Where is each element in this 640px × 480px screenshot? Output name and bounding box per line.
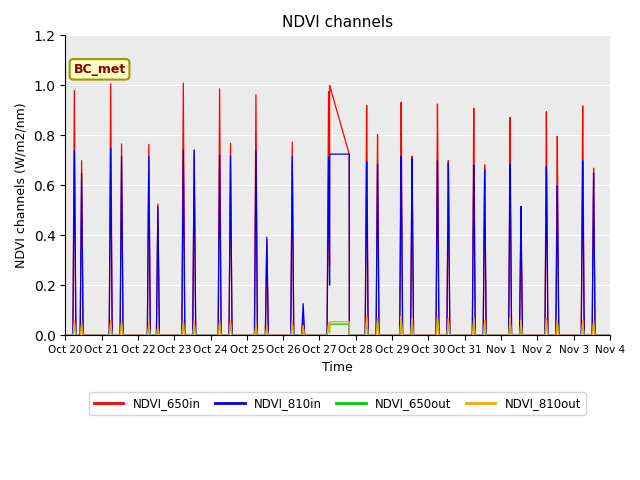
NDVI_650out [61, 333, 69, 338]
NDVI_650out [413, 333, 420, 338]
NDVI_810out [172, 333, 180, 338]
NDVI_810in [490, 333, 498, 338]
NDVI_810out [178, 333, 186, 338]
Title: NDVI channels: NDVI channels [282, 15, 393, 30]
NDVI_650in [490, 333, 498, 338]
Line: NDVI_650in: NDVI_650in [65, 83, 610, 336]
Line: NDVI_810out: NDVI_810out [65, 316, 610, 336]
NDVI_810out [61, 333, 69, 338]
NDVI_810in [107, 146, 115, 152]
NDVI_650in [604, 333, 612, 338]
NDVI_810in [604, 333, 612, 338]
Line: NDVI_810in: NDVI_810in [65, 149, 610, 336]
NDVI_810in [413, 333, 420, 338]
NDVI_810out [604, 333, 612, 338]
NDVI_810in [61, 333, 69, 338]
NDVI_650out [604, 333, 612, 338]
Y-axis label: NDVI channels (W/m2/nm): NDVI channels (W/m2/nm) [15, 103, 28, 268]
Legend: NDVI_650in, NDVI_810in, NDVI_650out, NDVI_810out: NDVI_650in, NDVI_810in, NDVI_650out, NDV… [89, 392, 586, 415]
NDVI_650out [433, 315, 441, 321]
NDVI_650out [178, 333, 186, 338]
NDVI_650in [172, 333, 180, 338]
NDVI_650in [606, 333, 614, 338]
NDVI_650in [61, 333, 69, 338]
NDVI_650in [178, 333, 186, 338]
NDVI_810out [490, 333, 498, 338]
NDVI_810out [433, 313, 441, 319]
NDVI_810out [413, 333, 420, 338]
NDVI_810out [266, 333, 273, 338]
NDVI_810in [178, 331, 186, 336]
X-axis label: Time: Time [322, 360, 353, 374]
NDVI_650out [266, 333, 273, 338]
NDVI_810out [606, 333, 614, 338]
NDVI_810in [606, 333, 614, 338]
NDVI_650in [413, 333, 420, 338]
NDVI_650out [606, 333, 614, 338]
Text: BC_met: BC_met [74, 63, 125, 76]
NDVI_650out [172, 333, 180, 338]
NDVI_650in [266, 333, 273, 338]
NDVI_810in [266, 333, 273, 338]
NDVI_650in [179, 80, 187, 86]
NDVI_810in [172, 333, 180, 338]
Line: NDVI_650out: NDVI_650out [65, 318, 610, 336]
NDVI_650out [490, 333, 498, 338]
